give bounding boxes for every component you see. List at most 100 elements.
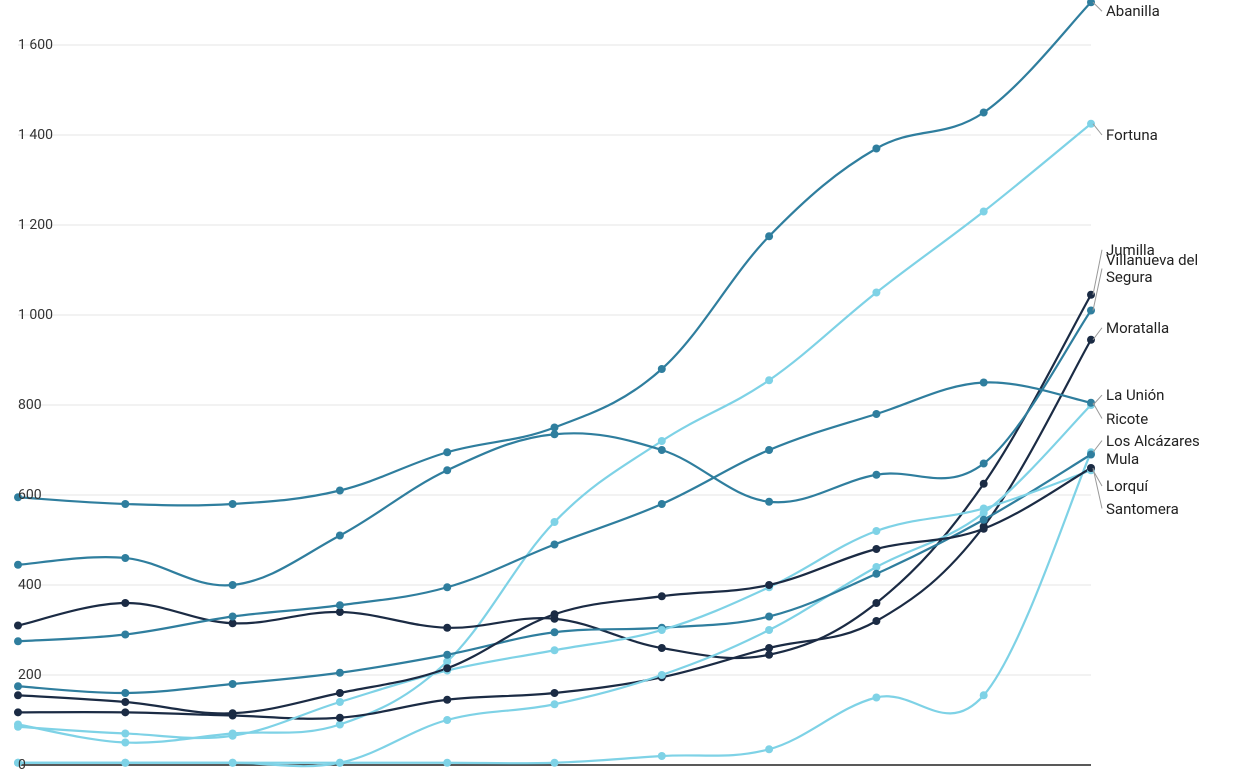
series-marker [14, 637, 22, 645]
series-marker [980, 109, 988, 117]
series-label: Fortuna [1106, 126, 1158, 144]
series-label: Ricote [1106, 410, 1148, 428]
series-marker [336, 689, 344, 697]
line-chart: 02004006008001 0001 2001 4001 600 Abanil… [0, 0, 1248, 770]
series-label: La Unión [1106, 386, 1164, 404]
leader-line [1093, 441, 1102, 453]
series-marker [980, 691, 988, 699]
leader-line [1093, 2, 1102, 11]
series-marker [443, 624, 451, 632]
series-marker [551, 700, 559, 708]
series-marker [658, 592, 666, 600]
series-marker [121, 730, 129, 738]
series-marker [443, 466, 451, 474]
series-marker [551, 689, 559, 697]
series-marker [765, 745, 773, 753]
series-marker [872, 471, 880, 479]
leader-line [1093, 403, 1102, 419]
series-marker [551, 759, 559, 767]
series-marker [229, 500, 237, 508]
series-label: Los Alcázares [1106, 432, 1200, 450]
series-marker [980, 379, 988, 387]
series-marker [336, 698, 344, 706]
series-marker [658, 446, 666, 454]
series-marker [229, 613, 237, 621]
ytick-label: 1 400 [18, 127, 53, 143]
series-marker [336, 601, 344, 609]
series-marker [872, 545, 880, 553]
series-marker [872, 289, 880, 297]
leader-line [1093, 328, 1102, 340]
series-marker [336, 759, 344, 767]
series-marker [658, 752, 666, 760]
series-marker [121, 739, 129, 747]
series-marker [121, 698, 129, 706]
series-marker [765, 376, 773, 384]
series-marker [658, 437, 666, 445]
series-marker [14, 682, 22, 690]
series-marker [1087, 336, 1095, 344]
series-marker [229, 732, 237, 740]
series-marker [1087, 120, 1095, 128]
series-label: Moratalla [1106, 319, 1169, 337]
series-marker [14, 622, 22, 630]
ytick-label: 600 [18, 487, 42, 503]
series-marker [658, 626, 666, 634]
series-marker [443, 583, 451, 591]
series-marker [551, 610, 559, 618]
series-marker [872, 617, 880, 625]
series-marker [121, 708, 129, 716]
series-marker [980, 208, 988, 216]
series-marker [765, 581, 773, 589]
series-marker [551, 518, 559, 526]
series-marker [551, 541, 559, 549]
series-marker [229, 709, 237, 717]
series-marker [121, 599, 129, 607]
series-marker [872, 599, 880, 607]
ytick-label: 1 200 [18, 217, 53, 233]
series-marker [765, 644, 773, 652]
series-marker [658, 500, 666, 508]
series-line [18, 382, 1091, 641]
series-marker [980, 480, 988, 488]
series-marker [872, 527, 880, 535]
series-marker [121, 759, 129, 767]
series-marker [551, 628, 559, 636]
series-label: Mula [1106, 450, 1139, 468]
series-marker [658, 644, 666, 652]
series-marker [980, 525, 988, 533]
series-marker [229, 759, 237, 767]
series-marker [121, 631, 129, 639]
series-marker [336, 487, 344, 495]
ytick-label: 800 [18, 397, 42, 413]
ytick-label: 400 [18, 577, 42, 593]
leader-line [1093, 124, 1102, 135]
series-marker [980, 505, 988, 513]
series-marker [872, 145, 880, 153]
series-marker [872, 410, 880, 418]
series-label: Abanilla [1106, 2, 1160, 20]
series-marker [229, 581, 237, 589]
series-marker [765, 232, 773, 240]
leader-line [1093, 468, 1102, 509]
series-marker [443, 651, 451, 659]
series-marker [336, 714, 344, 722]
series-marker [443, 759, 451, 767]
series-marker [658, 365, 666, 373]
series-marker [14, 691, 22, 699]
series-marker [229, 680, 237, 688]
chart-svg [0, 0, 1248, 770]
series-marker [765, 498, 773, 506]
series-marker [443, 448, 451, 456]
series-label: Villanueva delSegura [1106, 251, 1198, 286]
series-line [18, 340, 1091, 719]
series-marker [336, 669, 344, 677]
series-marker [336, 532, 344, 540]
series-line [18, 452, 1091, 763]
series-marker [765, 626, 773, 634]
ytick-label: 200 [18, 667, 42, 683]
ytick-label: 0 [18, 757, 26, 770]
series-label: Santomera [1106, 500, 1179, 518]
series-marker [14, 708, 22, 716]
series-marker [658, 671, 666, 679]
